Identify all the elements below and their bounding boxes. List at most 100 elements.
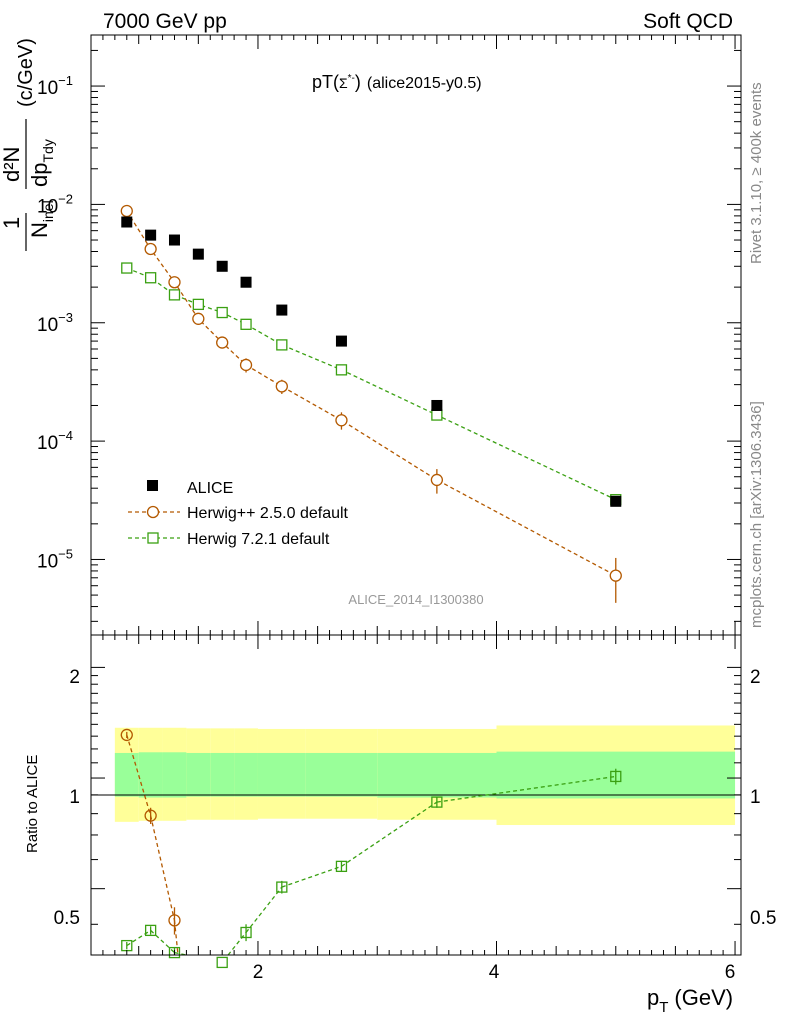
main-panel: 10−1 10−2 10−3 10−4 10−5 pT(Σ*-) (alice2015-y… [0,34,742,636]
herwig7-point [192,298,204,311]
herwigpp-point [216,336,229,349]
herwigpp-point [430,473,444,487]
svg-text:dpTdy: dpTdy [27,139,56,187]
side-label-mcplots: mcplots.cern.ch [arXiv:1306.3436] [748,401,765,628]
svg-text:(c/GeV): (c/GeV) [15,38,37,107]
ratio-band-stat [138,752,163,798]
alice-point [240,276,252,288]
herwig7-ratio-point [216,956,228,969]
ratio-band-stat [234,752,258,797]
herwig7-point [240,318,252,330]
legend-marker-herwigpp [146,505,160,519]
alice-point [145,229,157,241]
alice-point [276,304,288,316]
herwig7-ratio-point [240,926,252,939]
ratio-ytick-2-right: 2 [750,667,761,688]
herwigpp-point [120,204,133,218]
herwig7-point [121,262,133,274]
ratio-band-stat [210,752,235,797]
ratio-ytick-1-left: 1 [69,787,80,808]
ratio-band-stat [114,752,139,797]
ratio-band-stat [186,752,211,797]
alice-point [121,216,133,228]
herwigpp-ratio-line [173,920,179,956]
alice-point [192,248,204,260]
herwig7-point [335,364,348,376]
herwigpp-ratio-line [126,734,152,816]
main-x-ticks [102,35,736,635]
main-ytick-label: 10−3 [37,310,73,336]
main-y-axis-label: 1 Ninel d²N dpTdy (c/GeV) [0,38,56,251]
legend-marker-herwig7 [147,532,159,544]
alice-point [610,495,622,507]
main-y-tick-labels: 10−1 10−2 10−3 10−4 10−5 [37,73,73,572]
herwig7-ratio-point [335,860,348,873]
herwigpp-point [239,358,253,372]
herwigpp-point [192,312,205,325]
herwig7-line [126,267,617,501]
herwig7-ratio-line [126,929,151,947]
herwigpp-point [609,569,622,582]
herwigpp-ratio-line [149,815,176,921]
herwigpp-point [335,414,348,427]
svg-text:1: 1 [0,217,24,229]
herwig7-ratio-line [281,865,342,888]
legend-label-alice: ALICE [187,480,233,497]
herwigpp-point [275,380,288,393]
header-left: 7000 GeV pp [103,10,227,33]
legend-label-herwig7: Herwig 7.2.1 default [187,531,330,548]
herwig7-ratio-line [436,775,616,803]
herwig7-point [144,272,157,284]
main-ytick-label: 10−5 [37,546,73,572]
alice-point [431,399,443,411]
ratio-ytick-0p5-right: 0.5 [750,908,776,929]
herwig7-point [168,289,181,301]
herwig7-ratio-line [245,886,283,933]
xtick-label-6: 6 [725,962,736,983]
ratio-ytick-0p5-left: 0.5 [54,908,80,929]
herwigpp-ratio-point [120,728,133,742]
ratio-panel: 2 1 0.5 2 1 0.5 Ratio to ALICE [24,634,776,969]
herwig7-ratio-line [341,801,438,867]
main-series-layer [120,204,622,603]
herwig7-ratio-line [227,932,247,956]
herwig7-ratio-point [144,924,157,937]
watermark: ALICE_2014_I1300380 [348,592,483,607]
alice-point [168,234,180,246]
legend: ALICE Herwig++ 2.5.0 default Herwig 7.2.… [128,480,349,548]
main-ytick-label: 10−4 [37,428,73,454]
main-y-ticks [91,49,741,622]
herwig7-point [216,306,228,319]
herwig7-point [431,409,443,421]
herwig7-ratio-point [431,796,443,808]
xtick-label-2: 2 [253,962,264,983]
herwig7-ratio-point [276,881,288,893]
plot-title: pT(Σ*-) (alice2015-y0.5) [312,72,482,92]
ratio-band-stat [257,752,306,797]
herwig7-ratio-point [168,946,181,959]
x-axis-label: pT (GeV) [647,985,733,1016]
alice-point [335,335,347,347]
svg-text:Ninel: Ninel [27,200,56,238]
ratio-ytick-2-left: 2 [69,667,80,688]
herwigpp-ratio-point [144,809,157,822]
ratio-band-stat [305,752,378,797]
xtick-label-4: 4 [489,962,500,983]
ratio-x-ticks [102,635,736,955]
ratio-series-layer [120,728,622,969]
svg-text:d²N: d²N [0,147,24,182]
herwigpp-line [126,210,617,577]
main-ytick-label: 10−2 [37,191,73,217]
herwigpp-ratio-point [168,914,181,927]
ratio-ytick-1-right: 1 [750,787,761,808]
herwigpp-point [168,276,181,289]
legend-marker-alice [147,480,158,491]
herwig7-ratio-point [610,770,622,783]
ratio-y-axis-label: Ratio to ALICE [24,755,41,853]
herwig7-ratio-line [150,929,175,954]
main-ytick-label: 10−1 [37,73,73,99]
ratio-y-ticks [91,666,741,925]
legend-label-herwigpp: Herwig++ 2.5.0 default [187,505,349,522]
side-label-rivet: Rivet 3.1.10, ≥ 400k events [748,82,765,264]
